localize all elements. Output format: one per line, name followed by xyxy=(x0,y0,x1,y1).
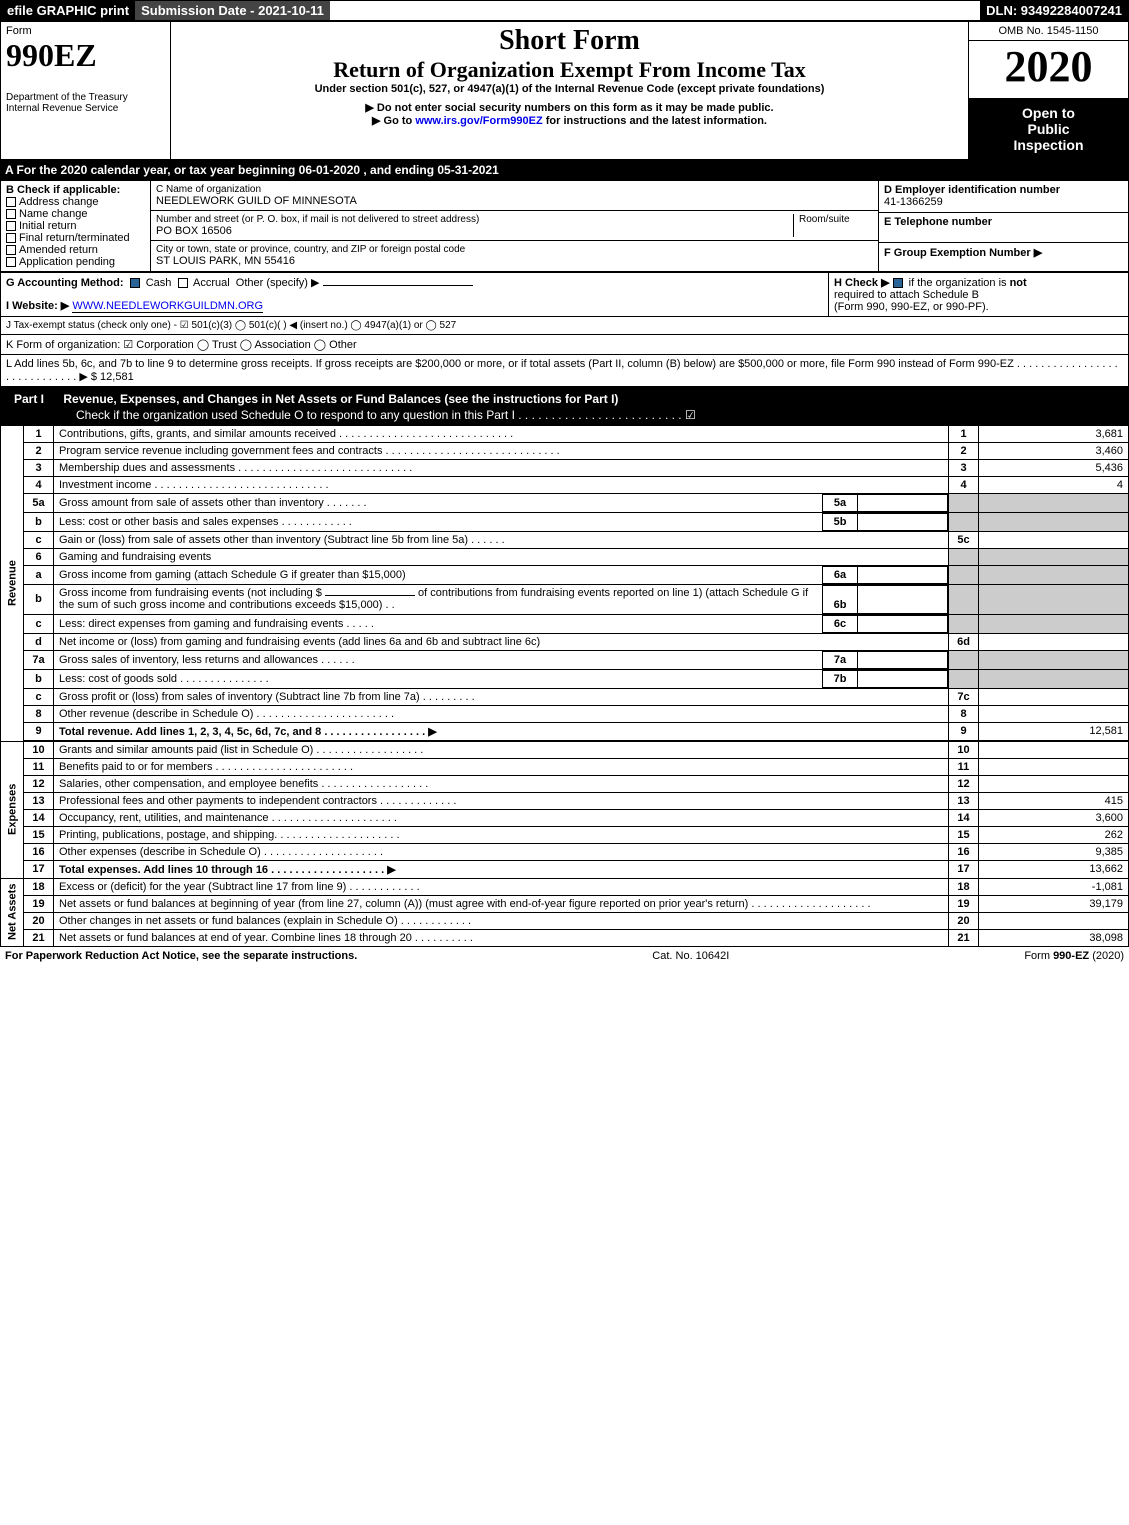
line-11-amount xyxy=(979,758,1129,775)
irs-link[interactable]: www.irs.gov/Form990EZ xyxy=(415,115,542,127)
form-number: 990EZ xyxy=(6,37,165,74)
part-i-check: Check if the organization used Schedule … xyxy=(6,408,1123,422)
period-bar: A For the 2020 calendar year, or tax yea… xyxy=(0,160,1129,180)
org-city: ST LOUIS PARK, MN 55416 xyxy=(156,255,873,267)
line-5a-sub xyxy=(858,494,948,511)
line-4-amount: 4 xyxy=(979,476,1129,493)
line-7c-amount xyxy=(979,688,1129,705)
line-10-amount xyxy=(979,741,1129,758)
line-6c-sub xyxy=(858,615,948,632)
top-bar: efile GRAPHIC print Submission Date - 20… xyxy=(0,0,1129,21)
ein-value: 41-1366259 xyxy=(884,196,1123,208)
line-5b-sub xyxy=(858,513,948,530)
line-12-amount xyxy=(979,775,1129,792)
box-b-header: B Check if applicable: xyxy=(6,184,145,196)
revenue-section-label: Revenue xyxy=(1,425,24,741)
chk-app-pending[interactable]: Application pending xyxy=(6,256,145,268)
entity-block: B Check if applicable: Address change Na… xyxy=(0,180,1129,272)
part-i-table: Revenue 1Contributions, gifts, grants, a… xyxy=(0,425,1129,947)
line-6b-sub xyxy=(858,585,948,613)
page-footer: For Paperwork Reduction Act Notice, see … xyxy=(0,947,1129,965)
omb-number: OMB No. 1545-1150 xyxy=(969,22,1128,41)
tax-year: 2020 xyxy=(969,41,1128,92)
chk-schedule-b[interactable] xyxy=(893,278,903,288)
line-16-amount: 9,385 xyxy=(979,843,1129,860)
accounting-method-label: G Accounting Method: xyxy=(6,277,124,289)
chk-accrual[interactable] xyxy=(178,278,188,288)
net-assets-section-label: Net Assets xyxy=(1,878,24,946)
line-l: L Add lines 5b, 6c, and 7b to line 9 to … xyxy=(1,354,1129,386)
line-2-amount: 3,460 xyxy=(979,442,1129,459)
title-short-form: Short Form xyxy=(176,25,963,57)
chk-cash[interactable] xyxy=(130,278,140,288)
room-suite-label: Room/suite xyxy=(793,214,873,237)
title-return: Return of Organization Exempt From Incom… xyxy=(176,57,963,83)
org-name: NEEDLEWORK GUILD OF MINNESOTA xyxy=(156,195,873,207)
line-6b-blank[interactable] xyxy=(325,595,415,596)
efile-label[interactable]: efile GRAPHIC print xyxy=(1,1,135,20)
line-h-label: H Check ▶ xyxy=(834,277,890,289)
line-8-amount xyxy=(979,705,1129,722)
line-14-amount: 3,600 xyxy=(979,809,1129,826)
line-20-amount xyxy=(979,912,1129,929)
line-19-amount: 39,179 xyxy=(979,895,1129,912)
form-word: Form xyxy=(6,25,165,37)
addr-label: Number and street (or P. O. box, if mail… xyxy=(156,214,793,225)
form-header-table: Form 990EZ Department of the Treasury In… xyxy=(0,21,1129,160)
open-to-public: Open to Public Inspection xyxy=(969,99,1128,159)
part-i-header: Part I Revenue, Expenses, and Changes in… xyxy=(0,387,1129,425)
line-21-amount: 38,098 xyxy=(979,929,1129,946)
chk-final-return[interactable]: Final return/terminated xyxy=(6,232,145,244)
gross-receipts-amount: 12,581 xyxy=(100,371,134,383)
box-c-name-label: C Name of organization xyxy=(156,184,873,195)
ein-label: D Employer identification number xyxy=(884,184,1123,196)
line-7a-sub xyxy=(858,651,948,668)
line-13-amount: 415 xyxy=(979,792,1129,809)
goto-line: ▶ Go to www.irs.gov/Form990EZ for instru… xyxy=(176,114,963,127)
dln: DLN: 93492284007241 xyxy=(980,1,1128,20)
chk-initial-return[interactable]: Initial return xyxy=(6,220,145,232)
line-j: J Tax-exempt status (check only one) - ☑… xyxy=(1,316,1129,334)
city-label: City or town, state or province, country… xyxy=(156,244,873,255)
tel-label: E Telephone number xyxy=(884,216,992,228)
chk-name-change[interactable]: Name change xyxy=(6,208,145,220)
line-6a-sub xyxy=(858,566,948,583)
line-15-amount: 262 xyxy=(979,826,1129,843)
line-6d-amount xyxy=(979,633,1129,650)
line-7b-sub xyxy=(858,670,948,687)
dept-treasury: Department of the Treasury xyxy=(6,92,165,103)
line-3-amount: 5,436 xyxy=(979,459,1129,476)
chk-amended[interactable]: Amended return xyxy=(6,244,145,256)
line-18-amount: -1,081 xyxy=(979,878,1129,895)
irs-label: Internal Revenue Service xyxy=(6,103,165,114)
org-address: PO BOX 16506 xyxy=(156,225,793,237)
submission-date: Submission Date - 2021-10-11 xyxy=(135,1,330,20)
g-h-block: G Accounting Method: Cash Accrual Other … xyxy=(0,272,1129,387)
title-under: Under section 501(c), 527, or 4947(a)(1)… xyxy=(176,83,963,95)
group-exemption-label: F Group Exemption Number ▶ xyxy=(884,247,1042,259)
line-5c-amount xyxy=(979,531,1129,548)
footer-cat: Cat. No. 10642I xyxy=(652,950,729,962)
line-9-amount: 12,581 xyxy=(979,722,1129,740)
line-1-amount: 3,681 xyxy=(979,425,1129,442)
chk-address-change[interactable]: Address change xyxy=(6,196,145,208)
footer-left: For Paperwork Reduction Act Notice, see … xyxy=(5,950,357,962)
line-17-amount: 13,662 xyxy=(979,860,1129,878)
website-label: I Website: ▶ xyxy=(6,300,69,312)
line-k: K Form of organization: ☑ Corporation ◯ … xyxy=(1,334,1129,354)
ssn-warning: ▶ Do not enter social security numbers o… xyxy=(176,101,963,114)
website-link[interactable]: WWW.NEEDLEWORKGUILDMN.ORG xyxy=(72,300,263,313)
footer-right: Form 990-EZ (2020) xyxy=(1024,950,1124,962)
expenses-section-label: Expenses xyxy=(1,741,24,878)
other-specify-input[interactable] xyxy=(323,285,473,286)
